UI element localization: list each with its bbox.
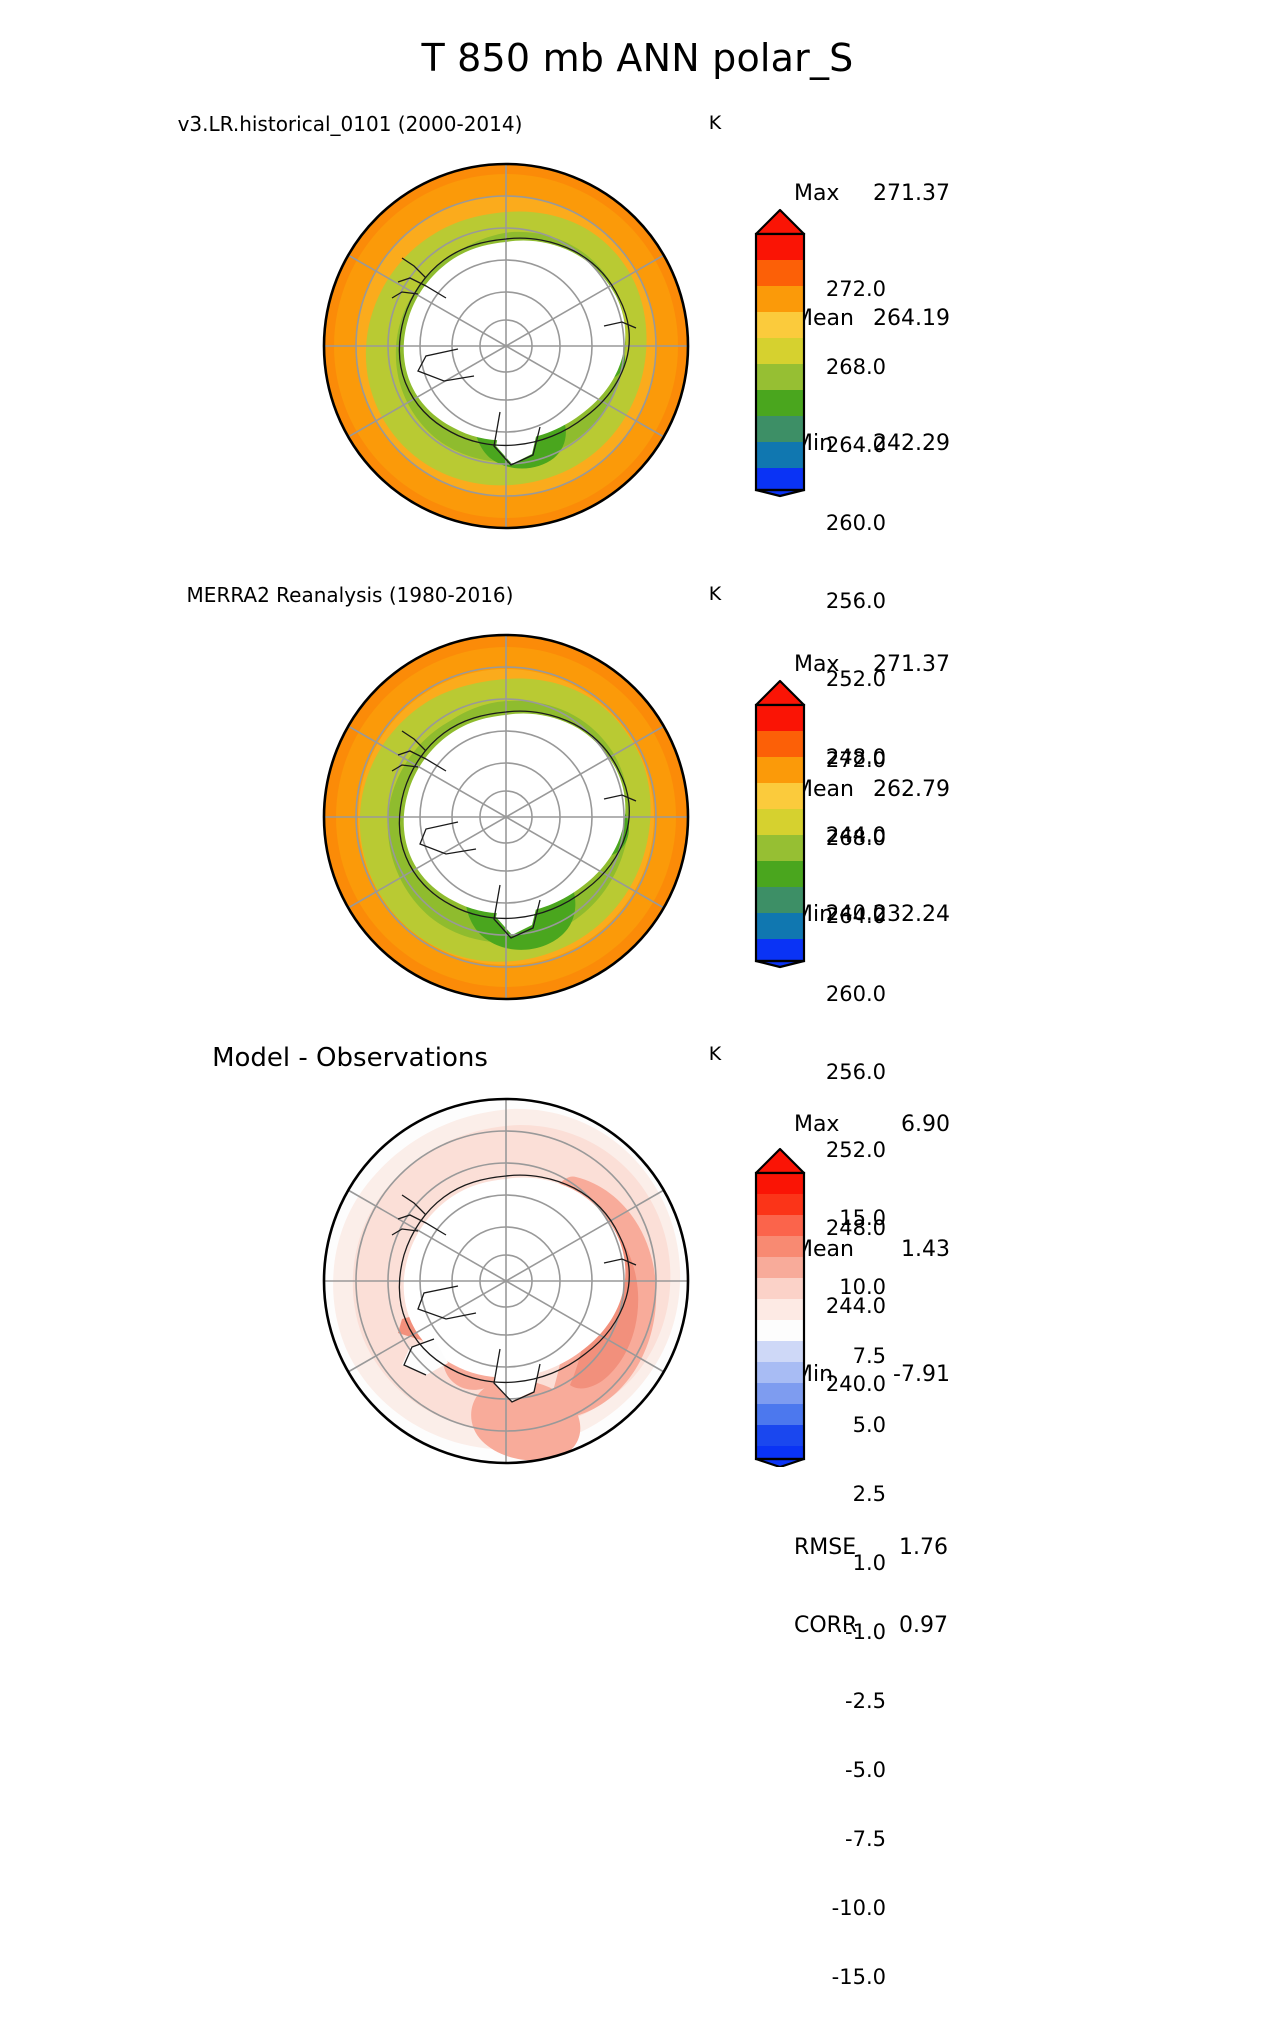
map-boundary [322,633,690,1001]
page-title: T 850 mb ANN polar_S [421,36,854,80]
stat-row: Max 271.37 [793,652,950,677]
footer-stats-difference: RMSE 1.76 CORR 0.97 [752,1483,948,1691]
stats-block-observations: Max 271.37 Mean 262.79 Min 232.24 [752,577,950,1002]
colorbar-ticks-observations: 272.0 268.0 264.0 260.0 256.0 252.0 248.… [825,748,886,1396]
colorbar-model: 272.0 268.0 264.0 260.0 256.0 252.0 248.… [752,208,886,925]
colorbar-swatches [754,679,806,969]
colorbar-observations: 272.0 268.0 264.0 260.0 256.0 252.0 248.… [752,679,886,1396]
panel-title-observations: MERRA2 Reanalysis (1980-2016) [186,583,514,607]
footer-stat-row: RMSE 1.76 [793,1535,948,1560]
colorbar-ticks-model: 272.0 268.0 264.0 260.0 256.0 252.0 248.… [825,277,886,925]
polar-map-difference [306,1081,706,1485]
panel-title-model: v3.LR.historical_0101 (2000-2014) [177,112,523,136]
coastline [391,1174,637,1403]
coastline [391,237,637,466]
polar-map-observations [306,617,706,1021]
map-boundary [322,162,690,530]
stat-row: Max 6.90 [793,1112,950,1137]
polar-map-model [306,146,706,550]
map-boundary [322,1097,690,1465]
unit-label-model: K [708,112,722,134]
colorbar-swatches [754,1147,806,1469]
panel-title-difference: Model - Observations [212,1043,488,1073]
stat-row: Mean 262.79 [793,777,950,802]
footer-stat-row: CORR 0.97 [793,1613,948,1638]
coastline [391,710,637,939]
unit-label-difference: K [708,1043,722,1065]
colorbar-swatches [754,208,806,498]
unit-label-observations: K [708,583,722,605]
stat-row: Max 271.37 [793,181,950,206]
colorbar-difference: 15.0 10.0 7.5 5.0 2.5 1.0 -1.0 -2.5 -5.0… [752,1147,886,1989]
